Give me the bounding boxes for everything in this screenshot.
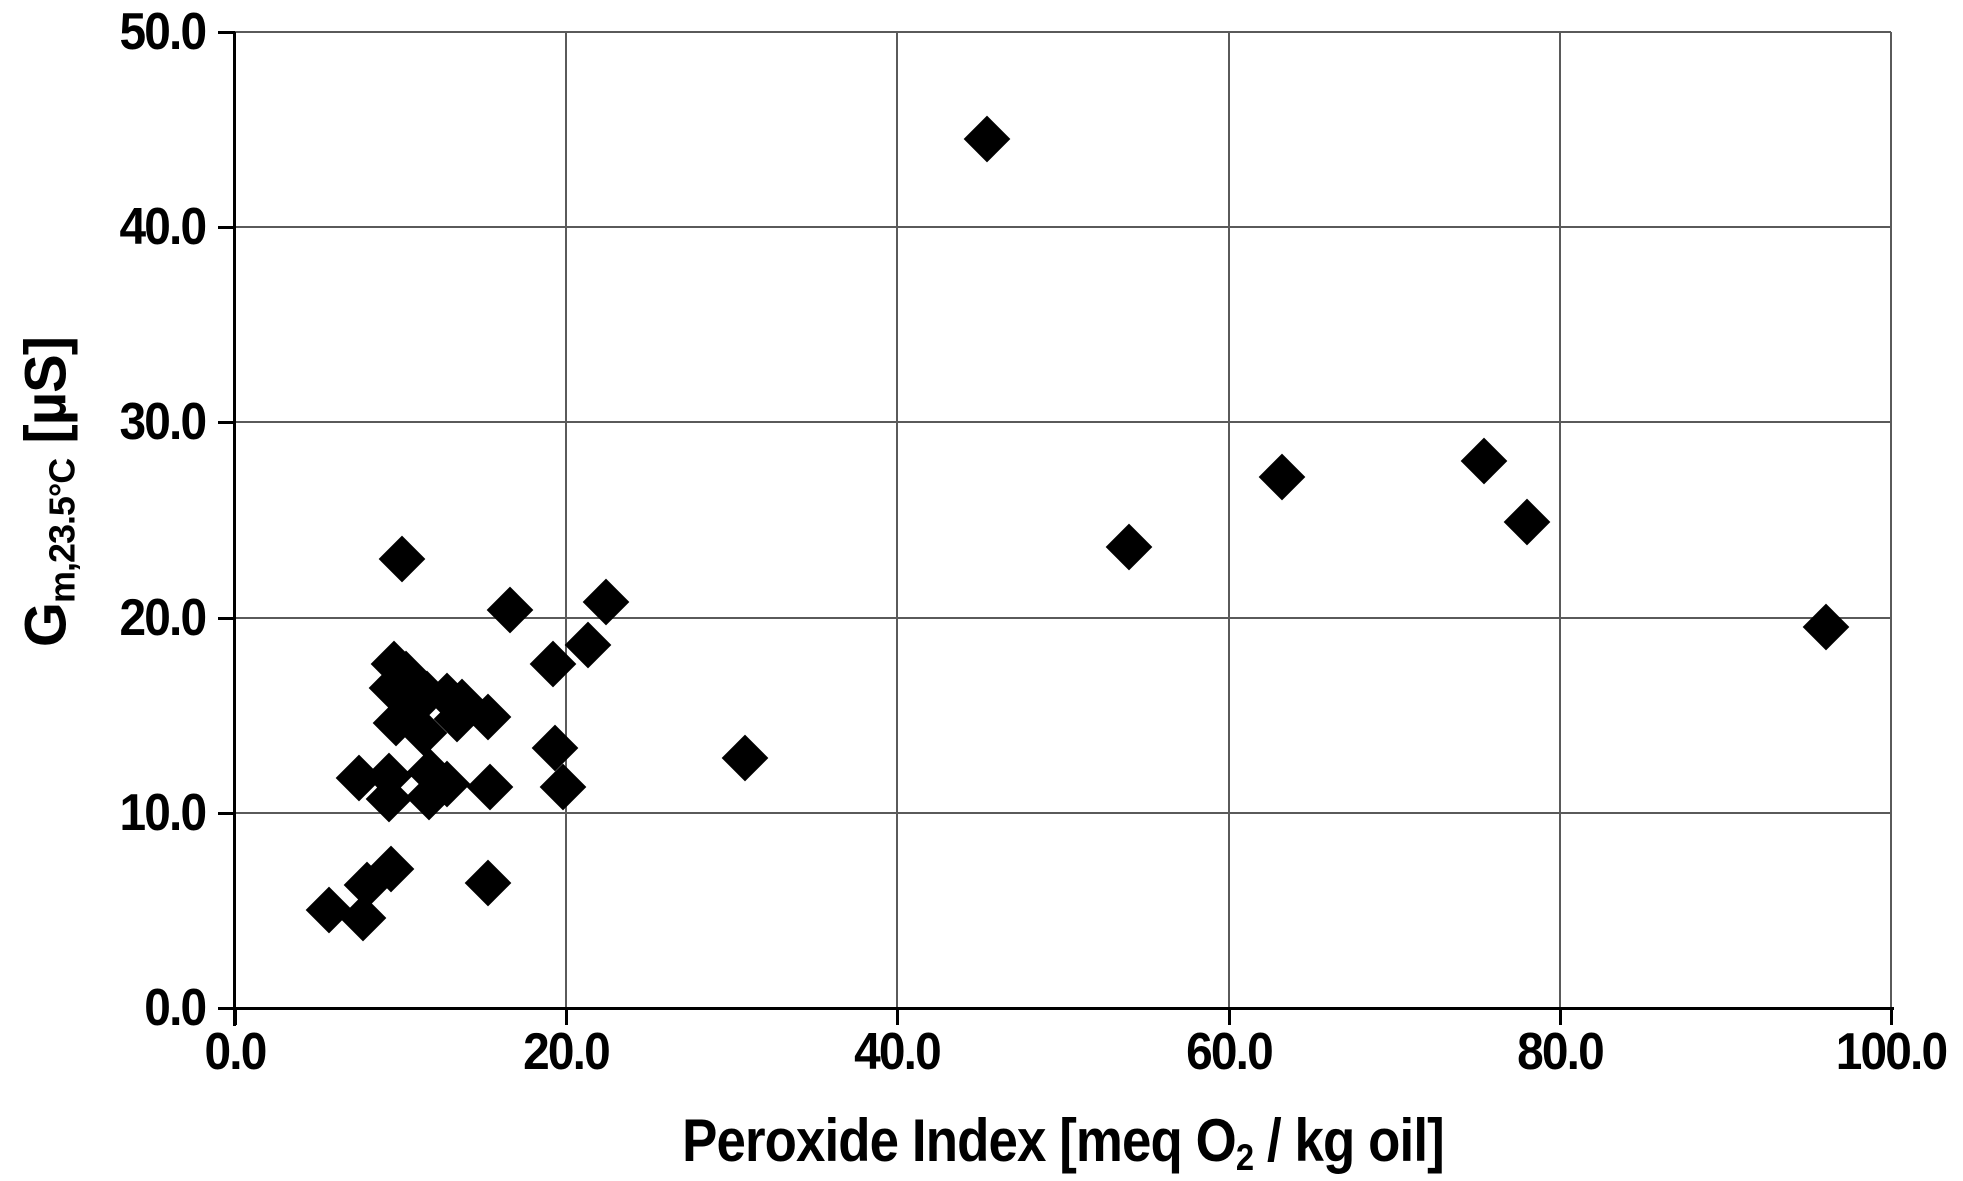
y-gridline — [235, 31, 1891, 33]
y-axis-title-text: G — [13, 603, 79, 648]
data-point — [339, 894, 386, 942]
x-axis-tick — [896, 1008, 900, 1025]
x-gridline — [1890, 32, 1892, 1008]
x-gridline — [565, 32, 568, 1008]
y-axis-tick — [218, 811, 235, 815]
data-point — [963, 116, 1011, 163]
y-tick-label: 10.0 — [119, 783, 207, 842]
data-point — [531, 725, 578, 772]
x-tick-label: 100.0 — [1835, 1023, 1948, 1081]
y-axis-tick — [218, 421, 235, 425]
x-axis-title-subscript: 2 — [1235, 1136, 1254, 1179]
y-gridline — [235, 616, 1891, 619]
y-tick-label: 30.0 — [119, 393, 207, 452]
y-gridline — [235, 421, 1891, 424]
data-point — [1803, 604, 1850, 651]
y-gridline — [235, 811, 1891, 814]
x-axis-title: Peroxide Index [meq O2 / kg oil] — [334, 1106, 1791, 1179]
x-tick-label: 0.0 — [204, 1023, 268, 1081]
x-axis-tick — [1890, 1008, 1893, 1025]
x-axis-title-units: / kg oil] — [1253, 1107, 1445, 1174]
y-tick-label: 20.0 — [119, 588, 207, 647]
x-tick-label: 20.0 — [523, 1023, 611, 1081]
y-axis-tick — [218, 226, 235, 230]
y-gridline — [235, 226, 1891, 229]
data-point — [466, 764, 514, 811]
x-gridline — [1227, 32, 1230, 1008]
data-point — [1258, 453, 1305, 501]
plot-area — [218, 31, 1893, 1025]
data-point — [1503, 498, 1551, 546]
y-axis-tick — [218, 31, 235, 34]
y-axis-line — [233, 32, 236, 1026]
x-tick-label: 60.0 — [1185, 1023, 1274, 1081]
x-axis-title-text: Peroxide Index [meq O — [682, 1107, 1237, 1174]
data-point — [539, 764, 587, 811]
y-axis-tick — [218, 616, 235, 620]
x-gridline — [896, 32, 899, 1008]
x-axis-tick — [1558, 1008, 1562, 1025]
x-axis-tick — [1227, 1008, 1231, 1025]
y-tick-label: 0.0 — [144, 979, 207, 1037]
x-axis-tick — [565, 1008, 569, 1025]
x-axis-line — [218, 1007, 1894, 1010]
data-point — [486, 586, 534, 634]
y-axis-title-units: [µS] — [13, 336, 79, 459]
data-point — [465, 859, 512, 907]
data-point — [721, 734, 769, 782]
y-axis-title: Gm,23.5°C [µS] — [13, 336, 83, 648]
data-point — [378, 535, 426, 583]
x-gridline — [1558, 32, 1561, 1008]
x-tick-label: 40.0 — [854, 1023, 943, 1081]
data-point — [1460, 438, 1507, 485]
data-point — [1105, 523, 1153, 571]
y-axis-title-subscript: m,23.5°C — [41, 458, 83, 604]
y-tick-label: 40.0 — [119, 198, 207, 257]
x-tick-label: 80.0 — [1516, 1023, 1605, 1081]
y-tick-label: 50.0 — [119, 3, 207, 61]
